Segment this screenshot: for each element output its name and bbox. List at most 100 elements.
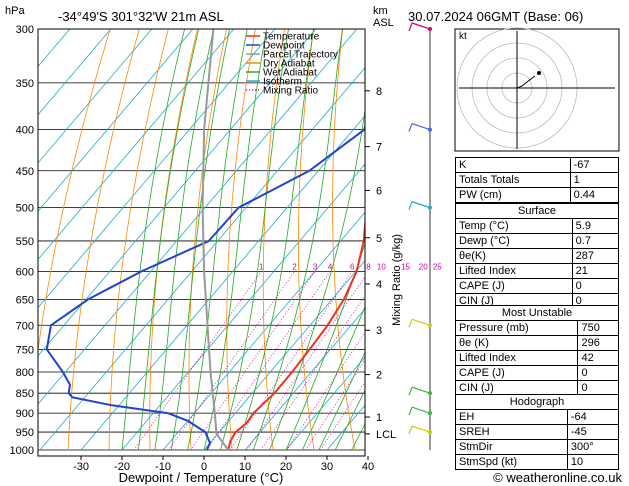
row-value: 5.9 xyxy=(571,218,620,234)
km-tick-label: 8 xyxy=(376,86,382,98)
table-row: Totals Totals 1 xyxy=(455,172,620,188)
hodograph-kt-label: kt xyxy=(459,31,467,42)
indices-table: K -67 Totals Totals 1 PW (cm) 0.44 xyxy=(455,157,620,203)
wind-barb-feather xyxy=(408,201,413,210)
plot-frame xyxy=(37,28,366,457)
isotherm-line xyxy=(244,308,365,451)
hodograph-table: Hodograph EH -64 SREH -45 StmDir 300° StmSpd (… xyxy=(455,394,620,470)
axes: 3003504004505005506006507007508008509009… xyxy=(10,24,397,473)
pressure-tick-label: 1000 xyxy=(10,445,34,457)
isotherm-line xyxy=(39,67,365,451)
mixing-ratio-label: 4 xyxy=(328,262,333,271)
isotherm-line xyxy=(162,211,365,451)
row-value: 287 xyxy=(571,248,620,264)
hodograph-trace xyxy=(516,75,536,89)
wind-barb-dot xyxy=(428,391,432,396)
wind-barb-dot xyxy=(428,127,432,132)
wind-barb xyxy=(411,22,431,30)
mixing-ratio-axis-title: Mixing Ratio (g/kg) xyxy=(391,234,403,326)
x-tick-label: -30 xyxy=(73,461,89,473)
wet-adiabat-line xyxy=(269,107,365,451)
row-value: -45 xyxy=(566,424,620,440)
wind-barbs xyxy=(408,22,432,450)
row-label: CAPE (J) xyxy=(455,278,573,294)
pressure-tick-label: 650 xyxy=(16,294,34,306)
table-row: θe(K) 287 xyxy=(455,248,620,264)
row-label: Lifted Index xyxy=(455,263,573,279)
legend-label: Dewpoint xyxy=(263,41,305,52)
mixing-ratio-line xyxy=(206,271,331,451)
km-tick-label: 1 xyxy=(376,412,382,424)
x-axis-title: Dewpoint / Temperature (°C) xyxy=(119,470,284,485)
table-row: EH -64 xyxy=(455,409,620,425)
pressure-tick-label: 600 xyxy=(16,266,34,278)
dry-adiabat-line xyxy=(332,29,356,451)
table-row: PW (cm) 0.44 xyxy=(455,187,620,203)
wind-barb-feather xyxy=(408,319,413,328)
wind-barb-feather xyxy=(408,425,413,435)
isotherm-line xyxy=(285,356,365,451)
pressure-tick-label: 850 xyxy=(16,388,34,400)
row-label: θe (K) xyxy=(454,335,579,351)
wet-adiabat-line xyxy=(187,29,248,451)
row-label: θe(K) xyxy=(455,248,573,264)
wind-barb xyxy=(411,318,431,326)
wet-adiabat-line xyxy=(154,29,214,451)
wet-adiabat-line xyxy=(252,29,343,451)
row-label: Temp (°C) xyxy=(455,218,573,234)
hodograph: kt xyxy=(454,27,620,152)
table-row: CAPE (J) 0 xyxy=(454,365,619,381)
wind-barb-feather xyxy=(408,406,413,416)
row-label: CAPE (J) xyxy=(454,365,579,381)
mixing-ratio-label: 15 xyxy=(401,262,410,271)
table-row: Dewp (°C) 0.7 xyxy=(455,233,620,249)
wind-barb-dot xyxy=(428,27,432,31)
dry-adiabat-line xyxy=(398,29,438,450)
row-label: Totals Totals xyxy=(455,172,571,188)
wind-barb-feather xyxy=(408,386,413,396)
mixing-ratio-label: 10 xyxy=(377,262,386,271)
hodograph-frame xyxy=(454,28,620,152)
x-tick-label: 40 xyxy=(362,461,374,473)
dry-adiabat-line xyxy=(38,29,111,354)
row-label: EH xyxy=(455,409,568,425)
dry-adiabat-line xyxy=(67,29,140,451)
mixing-ratio-line xyxy=(168,271,295,451)
hodograph-rings xyxy=(456,27,615,149)
table-row: SREH -45 xyxy=(455,424,620,440)
row-value: 300° xyxy=(566,439,620,455)
wet-adiabat-line xyxy=(220,29,289,451)
hpa-label: hPa xyxy=(5,5,25,17)
row-value: 0.44 xyxy=(569,187,620,203)
row-value: -64 xyxy=(566,409,620,425)
mixing-ratio-label: 8 xyxy=(366,262,371,271)
datetime: 30.07.2024 06GMT (Base: 06) xyxy=(408,9,583,24)
most-unstable-title: Most Unstable xyxy=(455,305,619,321)
pressure-tick-label: 700 xyxy=(16,320,34,332)
legend-label: Dry Adiabat xyxy=(263,59,315,70)
wind-barb-feather xyxy=(408,123,413,132)
asl-label: ASL xyxy=(373,17,394,29)
legend-label: Parcel Trajectory xyxy=(263,50,338,61)
pressure-tick-label: 400 xyxy=(16,125,34,137)
km-label: km xyxy=(373,5,388,17)
x-tick-label: 30 xyxy=(321,461,333,473)
table-row: K -67 xyxy=(455,157,620,173)
hodograph-title: Hodograph xyxy=(455,394,619,410)
km-tick-label: 3 xyxy=(376,325,382,337)
series-parcel-trajectory xyxy=(201,29,230,451)
x-tick-label: -20 xyxy=(114,461,130,473)
pressure-tick-label: 450 xyxy=(16,166,34,178)
table-row: Lifted Index 21 xyxy=(455,263,620,279)
pressure-tick-label: 350 xyxy=(16,78,34,90)
x-tick-label: 0 xyxy=(201,461,207,473)
row-value: 21 xyxy=(571,263,620,279)
isotherm-line xyxy=(38,29,194,212)
km-tick-label: 2 xyxy=(376,370,382,382)
isotherm-line xyxy=(38,29,112,116)
mixing-ratio-label: 20 xyxy=(419,262,428,271)
x-tick-label: 20 xyxy=(280,461,292,473)
wet-adiabat-line xyxy=(318,351,365,451)
pressure-tick-label: 500 xyxy=(16,203,34,215)
